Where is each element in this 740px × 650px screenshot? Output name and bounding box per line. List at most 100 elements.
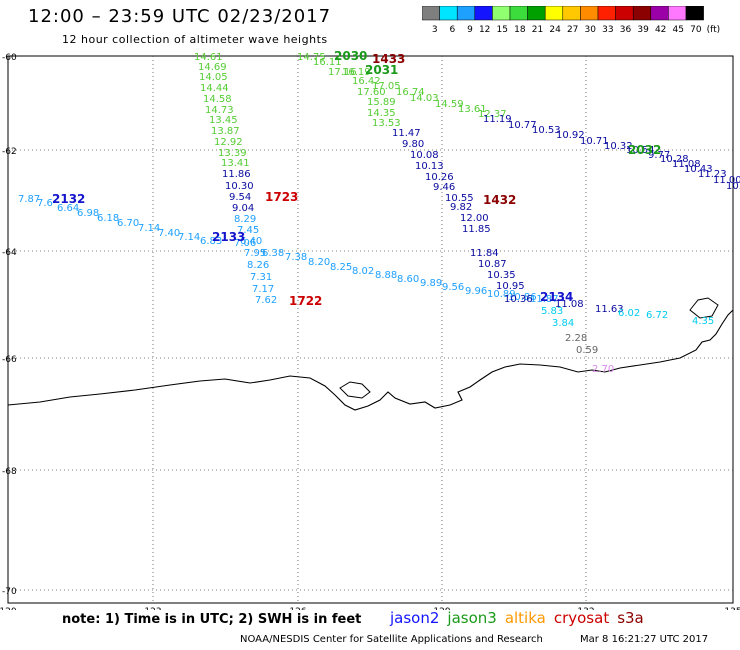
lon-label: 129 — [433, 607, 450, 610]
pass-time-label: 2031 — [365, 63, 398, 77]
wave-height-value: 15.89 — [367, 97, 396, 108]
wave-height-value: 11.08 — [555, 299, 584, 310]
scale-tick: 15 — [497, 25, 508, 35]
satellite-legend: jason2 jason3 altika cryosat s3a — [390, 609, 652, 627]
wave-height-value: 11.87 — [530, 294, 559, 305]
wave-height-value: 9.89 — [420, 278, 442, 289]
wave-height-value: 11.86 — [222, 169, 251, 180]
pass-time-label: 2133 — [212, 230, 245, 244]
wave-height-map: -60 -62 -64 -66 -68 -70 120 123 126 129 132 135 14.6… — [0, 49, 740, 610]
wave-height-value: 10.13 — [415, 161, 444, 172]
wave-height-value: 5.83 — [541, 306, 563, 317]
satellite-altika: altika — [504, 609, 546, 627]
pass-time-label: 1722 — [289, 294, 322, 308]
scale-tick: 36 — [620, 25, 632, 35]
wave-height-value: 7.06 — [234, 238, 256, 249]
wave-height-value: 7.17 — [252, 284, 274, 295]
wave-height-value: 10.32 — [604, 141, 633, 152]
wave-height-value: 9.56 — [442, 282, 464, 293]
wave-height-value: 13.61 — [458, 104, 487, 115]
wave-height-value: 10.71 — [580, 136, 609, 147]
wave-height-value: 6.70 — [117, 218, 139, 229]
wave-height-value: 10.77 — [508, 120, 537, 131]
wave-height-value: 14.35 — [367, 108, 396, 119]
wave-height-value: 6.64 — [57, 203, 79, 214]
wave-height-value: 10.08 — [410, 150, 439, 161]
wave-height-value: 11.84 — [470, 248, 499, 259]
map-frame — [7, 55, 734, 604]
wave-height-value: 11.23 — [698, 169, 727, 180]
wave-height-value: 8.02 — [352, 266, 374, 277]
wave-height-value: 7.45 — [237, 225, 259, 236]
map-title: 12:00 – 23:59 UTC 02/23/2017 — [28, 6, 332, 27]
scale-swatch — [685, 6, 704, 21]
wave-height-value: 10.53 — [532, 125, 561, 136]
lat-label: -66 — [2, 355, 17, 365]
wave-height-value: 10.95 — [496, 281, 525, 292]
pass-time-label: 2132 — [52, 192, 85, 206]
pass-time-label: 1433 — [372, 52, 405, 66]
wave-height-value: 7.31 — [250, 272, 272, 283]
wave-height-value: 8.20 — [308, 257, 330, 268]
wave-height-value: 3.84 — [552, 318, 574, 329]
map-subtitle: 12 hour collection of altimeter wave hei… — [62, 33, 328, 46]
lat-label: -70 — [2, 587, 17, 597]
wave-height-value: 7.62 — [255, 295, 277, 306]
wave-height-value: 8.60 — [397, 274, 419, 285]
wave-height-value: 6.98 — [77, 208, 99, 219]
wave-height-value: 10.54 — [626, 145, 655, 156]
scale-tick: 45 — [673, 25, 684, 35]
wave-height-value: 17.60 — [357, 87, 386, 98]
wave-height-value: 14.69 — [198, 62, 227, 73]
wave-height-value: 6.40 — [240, 236, 262, 247]
wave-height-value: 9.54 — [229, 192, 251, 203]
wave-height-value: 10.28 — [660, 154, 689, 165]
wave-height-value: 13.45 — [209, 115, 238, 126]
wave-height-value: 8.26 — [247, 260, 269, 271]
scale-unit: (ft) — [707, 25, 721, 35]
wave-height-value: 14.61 — [194, 52, 223, 63]
satellite-cryosat: cryosat — [553, 609, 610, 627]
wave-height-value: 7.40 — [158, 228, 180, 239]
wave-height-value: 13.87 — [211, 126, 240, 137]
wave-height-value: 14.05 — [199, 72, 228, 83]
wave-height-value: 10.30 — [225, 181, 254, 192]
wave-height-value: 14.73 — [205, 105, 234, 116]
scale-tick: 21 — [532, 25, 543, 35]
pass-time-label: 1432 — [483, 193, 516, 207]
wave-height-value: 6.38 — [262, 248, 284, 259]
scale-tick: 30 — [585, 25, 597, 35]
wave-height-value: 11.00 — [713, 175, 740, 186]
wave-height-value: 13.53 — [372, 118, 401, 129]
wave-height-value: 12.00 — [460, 213, 489, 224]
wave-height-value: 14.03 — [410, 93, 439, 104]
lat-label: -64 — [2, 248, 17, 258]
wave-height-value: 10.26 — [425, 172, 454, 183]
coastline-bay — [339, 381, 371, 399]
wave-height-value: 16.74 — [396, 87, 425, 98]
satellite-jason2: jason2 — [390, 609, 440, 627]
wave-height-value: 14.75 — [297, 52, 326, 63]
coastline-island — [689, 297, 719, 319]
scale-tick: 12 — [479, 25, 490, 35]
satellite-s3a: s3a — [617, 609, 644, 627]
wave-height-value: 4.35 — [692, 316, 714, 327]
wave-height-value: 8.25 — [330, 262, 352, 273]
scale-tick: 39 — [637, 25, 649, 35]
credit-line: NOAA/NESDIS Center for Satellite Applica… — [240, 634, 543, 645]
coastline — [7, 309, 734, 411]
scale-tick: 24 — [549, 25, 561, 35]
pass-time-label: 2032 — [628, 143, 661, 157]
wave-height-value: 9.82 — [450, 202, 472, 213]
wave-height-value: 16.42 — [352, 76, 381, 87]
wave-height-value: 16.19 — [342, 67, 371, 78]
scale-tick: 27 — [567, 25, 578, 35]
wave-height-value: 13.39 — [218, 148, 247, 159]
wave-height-value: 10.36 — [504, 294, 533, 305]
lon-label: 120 — [0, 607, 17, 610]
wave-height-value: 10.92 — [556, 130, 585, 141]
wave-height-value: 13.41 — [221, 158, 250, 169]
wave-height-value: 8.29 — [234, 214, 256, 225]
lat-label: -60 — [2, 53, 17, 63]
wave-height-value: 2.28 — [565, 333, 587, 344]
